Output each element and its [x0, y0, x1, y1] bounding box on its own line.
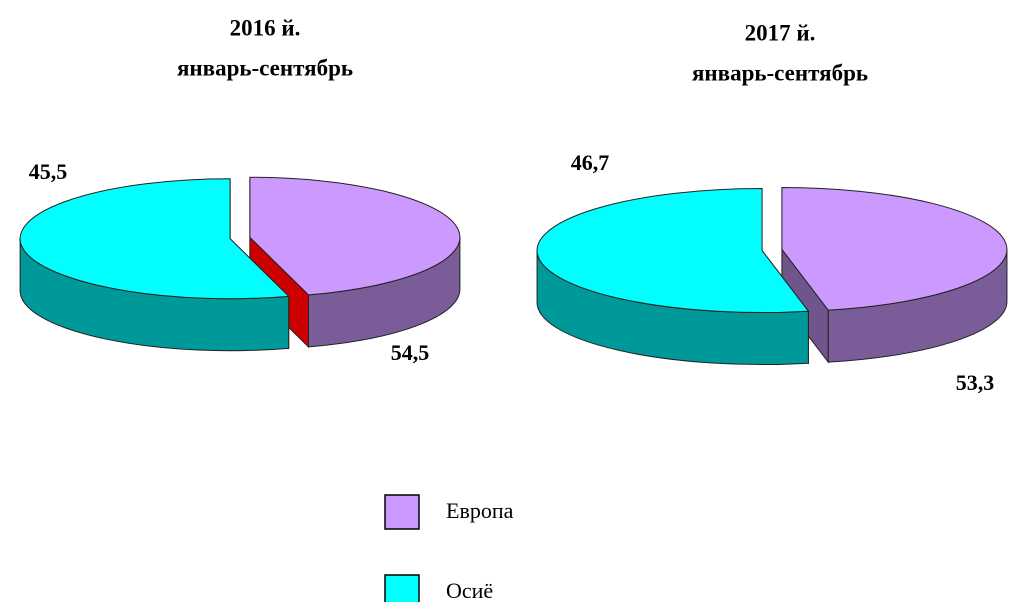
slice	[536, 188, 810, 314]
slice	[781, 186, 1008, 311]
data-label: 53,3	[956, 370, 995, 395]
legend-label: Осиё	[446, 578, 493, 602]
chart-subtitle: январь-сентябрь	[177, 55, 353, 80]
slice	[249, 176, 461, 296]
slice	[19, 178, 290, 300]
chart-subtitle: январь-сентябрь	[692, 60, 868, 85]
chart-title: 2017 й.	[745, 20, 816, 45]
legend-swatch	[384, 574, 420, 602]
data-label: 45,5	[29, 159, 68, 184]
data-label: 46,7	[571, 150, 610, 175]
legend-swatch	[384, 494, 420, 530]
data-label: 54,5	[391, 340, 430, 365]
legend-label: Европа	[446, 498, 514, 523]
chart-title: 2016 й.	[230, 15, 301, 40]
